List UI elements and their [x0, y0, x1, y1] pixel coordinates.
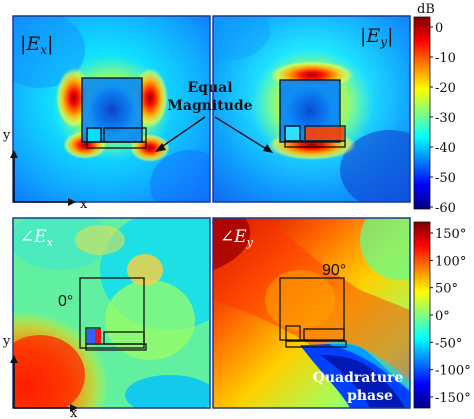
- antenna-outline-4: [279, 277, 347, 348]
- panel-ex-phase: [13, 218, 210, 408]
- phase-colorbar-tick-label: 100°: [435, 254, 466, 269]
- svg-text:Magnitude: Magnitude: [167, 98, 252, 114]
- mag-colorbar-tick-label: -50: [435, 171, 456, 186]
- equal-magnitude-annotation: Equal Magnitude: [155, 80, 273, 153]
- label-ey-mag: |Ey|: [360, 25, 393, 49]
- antenna-outline-1: [81, 77, 147, 149]
- colorbar-phase: 150° 100° 50° 0° -50° -100° -150°: [413, 221, 471, 409]
- mag-colorbar-tick-label: -10: [435, 51, 456, 66]
- mag-colorbar-tick-label: -30: [435, 111, 456, 126]
- label-ex-phase: ∠Ex: [20, 227, 54, 249]
- svg-text:dB: dB: [417, 2, 435, 17]
- svg-text:phase: phase: [347, 388, 393, 404]
- panel-ey-magnitude: [213, 16, 410, 202]
- axis-indicator-bottom: y x: [2, 334, 78, 419]
- svg-text:x: x: [70, 406, 78, 419]
- svg-text:Quadrature: Quadrature: [313, 370, 404, 386]
- colorbar-magnitude: dB 0 -10 -20 -30 -40 -50 -60: [413, 2, 456, 216]
- phase-colorbar-tick-label: 0°: [435, 309, 450, 324]
- phase-colorbar-tick-label: -100°: [435, 364, 471, 379]
- mag-colorbar-tick-label: 0: [435, 21, 443, 36]
- mag-colorbar-tick-label: -40: [435, 141, 456, 156]
- phase-colorbar-tick-label: -150°: [435, 391, 471, 406]
- angle-90-label: 90°: [322, 262, 346, 279]
- axis-indicator-top: y x: [2, 128, 88, 212]
- panel-ey-phase: [213, 218, 410, 408]
- svg-text:Equal: Equal: [187, 80, 232, 96]
- svg-text:y: y: [2, 128, 11, 143]
- svg-text:y: y: [2, 334, 11, 349]
- label-ey-phase: ∠Ey: [220, 227, 254, 249]
- phase-colorbar-tick-label: 50°: [435, 282, 458, 297]
- antenna-outline-2: [279, 79, 346, 148]
- antenna-outline-3: [79, 277, 147, 351]
- quadrature-phase-annotation: Quadrature phase: [313, 370, 404, 404]
- phase-colorbar-tick-label: 150°: [435, 227, 466, 242]
- mag-colorbar-tick-label: -20: [435, 81, 456, 96]
- panel-ex-magnitude: [13, 16, 210, 202]
- mag-colorbar-tick-label: -60: [435, 201, 456, 216]
- angle-0-label: 0°: [58, 293, 73, 310]
- label-ex-mag: |Ex|: [20, 33, 53, 57]
- phase-colorbar-tick-label: -50°: [435, 336, 462, 351]
- svg-text:x: x: [80, 197, 88, 212]
